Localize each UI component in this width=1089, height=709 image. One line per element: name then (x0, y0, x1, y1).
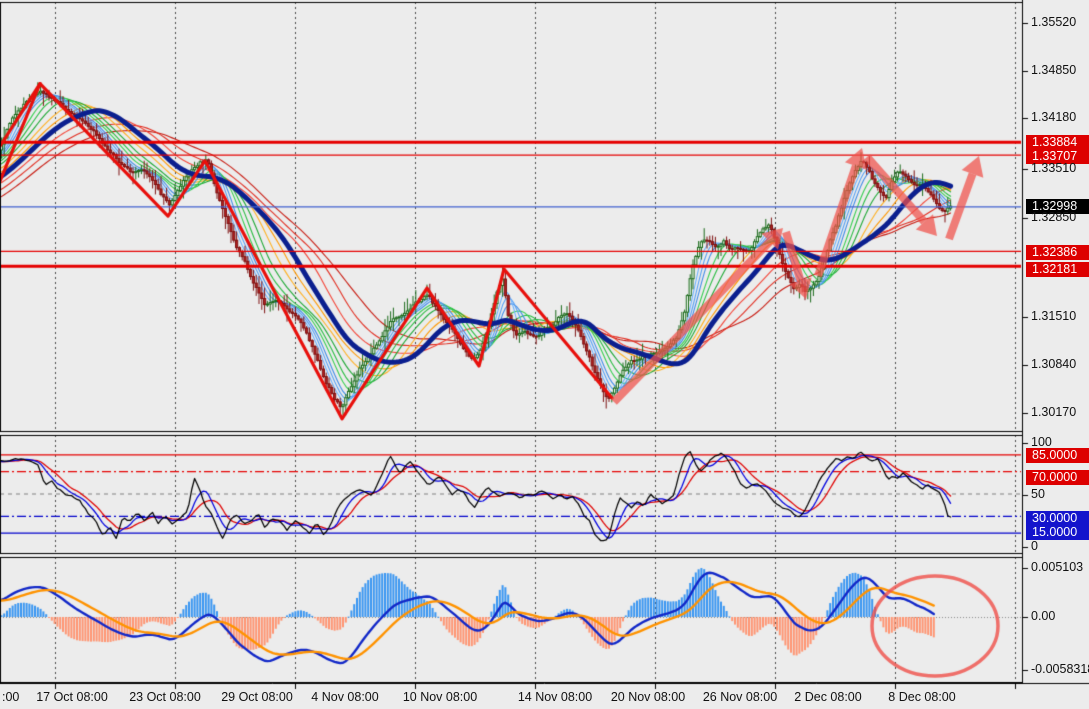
price-axis[interactable] (1022, 0, 1089, 683)
main-price-panel[interactable] (0, 2, 1022, 431)
macd-panel[interactable] (0, 557, 1022, 682)
time-axis[interactable] (0, 683, 1089, 709)
oscillator-panel[interactable] (0, 435, 1022, 553)
